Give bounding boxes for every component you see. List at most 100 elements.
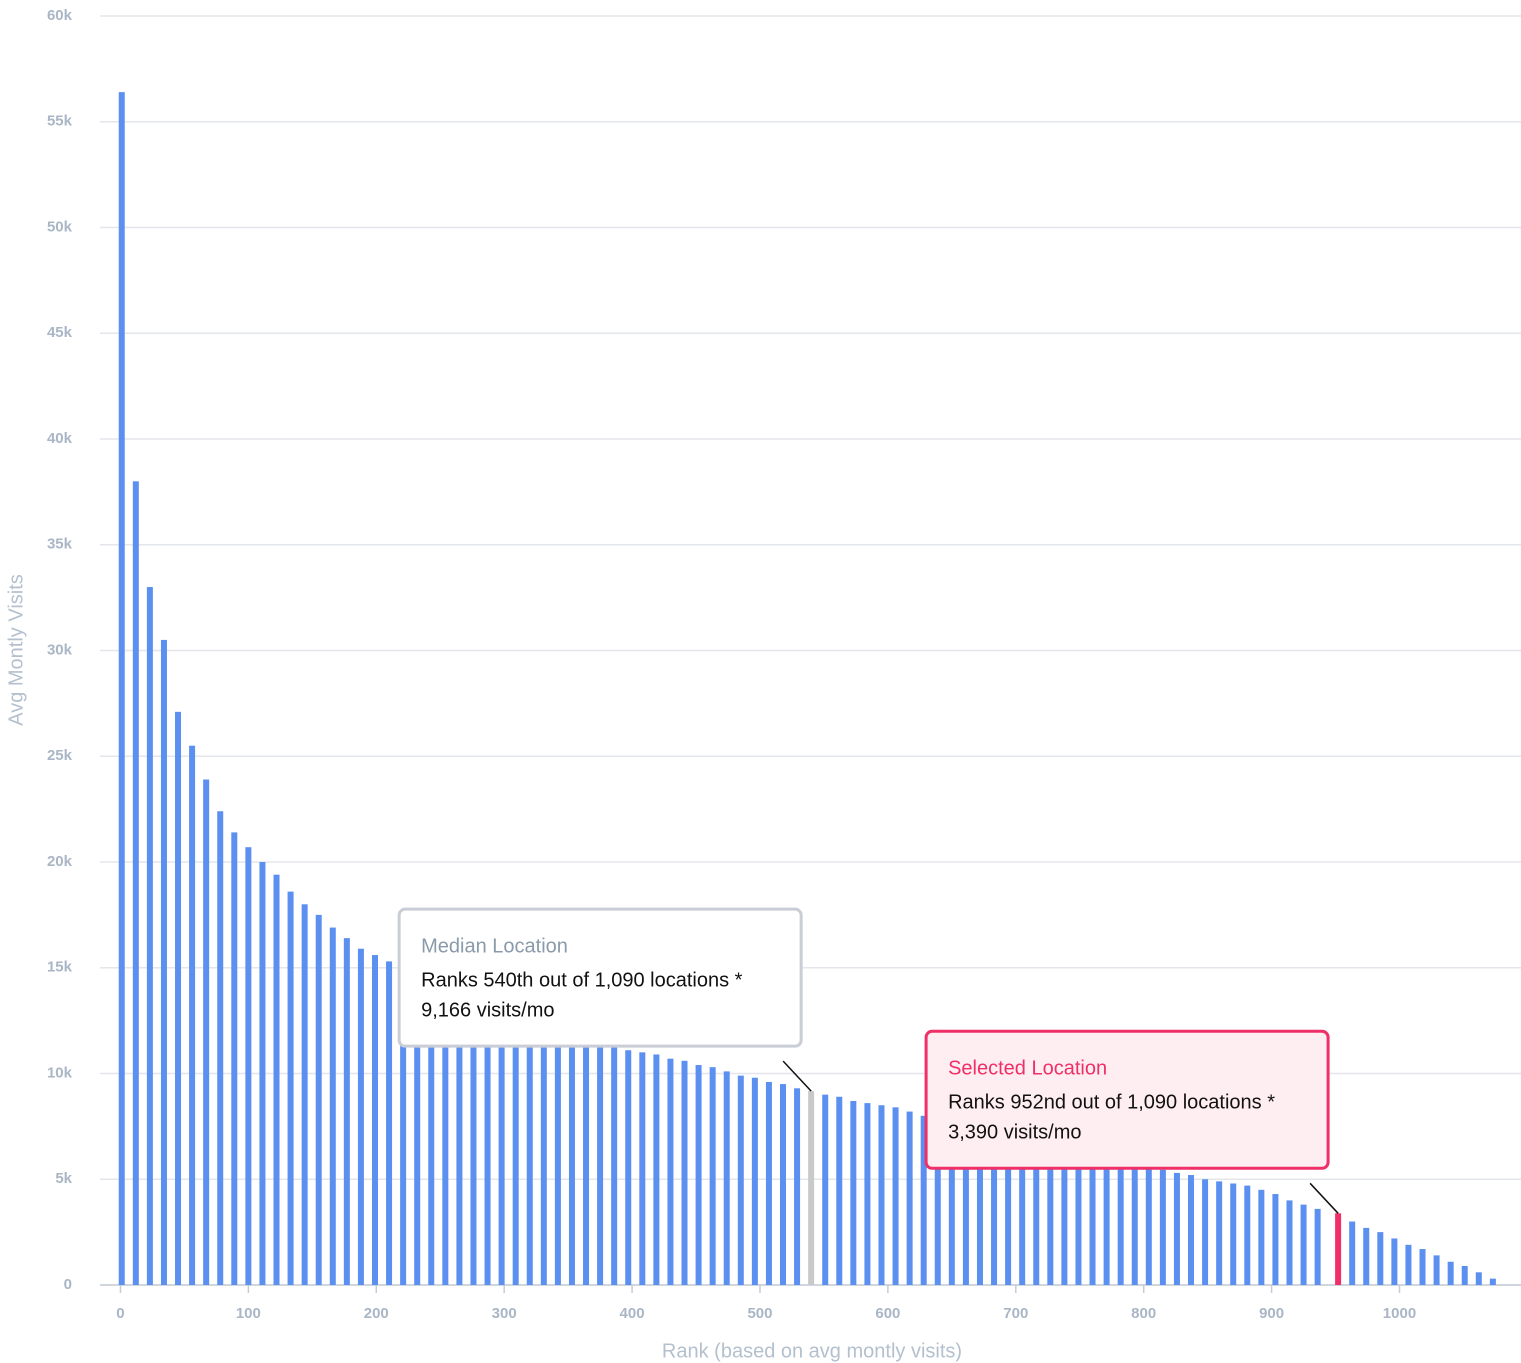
bar bbox=[540, 1018, 547, 1285]
bar bbox=[1131, 1163, 1138, 1285]
bar bbox=[231, 832, 238, 1285]
bar bbox=[1047, 1144, 1054, 1285]
bar bbox=[1173, 1172, 1180, 1285]
annotation: Median Location Ranks 540th out of 1,090 … bbox=[397, 907, 812, 1092]
bar bbox=[695, 1065, 702, 1285]
annotation-line: Ranks 952nd out of 1,090 locations * bbox=[948, 1092, 1275, 1114]
bar bbox=[1433, 1255, 1440, 1285]
bar bbox=[512, 1010, 519, 1285]
bar bbox=[456, 988, 463, 1285]
bar bbox=[189, 745, 196, 1285]
bar bbox=[386, 961, 393, 1285]
bar bbox=[681, 1060, 688, 1285]
bar bbox=[259, 862, 266, 1285]
bar bbox=[751, 1077, 758, 1285]
bar bbox=[667, 1058, 674, 1285]
x-tick-label: 200 bbox=[364, 1305, 389, 1322]
bar bbox=[470, 995, 477, 1285]
annotation-box bbox=[397, 907, 803, 1048]
bar bbox=[1188, 1175, 1195, 1285]
bar bbox=[1230, 1183, 1237, 1285]
y-tick-label: 15k bbox=[47, 959, 73, 976]
bar bbox=[1335, 1213, 1342, 1285]
bar bbox=[1489, 1278, 1496, 1285]
bar bbox=[442, 984, 449, 1285]
bar bbox=[808, 1091, 815, 1285]
bar bbox=[329, 927, 336, 1285]
bar bbox=[737, 1075, 744, 1285]
bar bbox=[1216, 1181, 1223, 1285]
y-tick-label: 0 bbox=[64, 1276, 72, 1293]
bar bbox=[1377, 1232, 1384, 1285]
bar bbox=[611, 1046, 618, 1285]
annotation-title: Median Location bbox=[421, 935, 568, 957]
bar bbox=[1286, 1200, 1293, 1285]
annotation-connector bbox=[1309, 1182, 1339, 1214]
y-tick-label: 5k bbox=[55, 1170, 72, 1187]
bar bbox=[920, 1115, 927, 1285]
x-tick-label: 500 bbox=[747, 1305, 772, 1322]
bar bbox=[1300, 1204, 1307, 1285]
bar bbox=[597, 1039, 604, 1285]
bar bbox=[780, 1084, 787, 1285]
bar bbox=[1272, 1194, 1279, 1285]
bar bbox=[287, 891, 294, 1285]
bar bbox=[878, 1105, 885, 1285]
bar bbox=[1019, 1138, 1026, 1285]
x-tick-label: 300 bbox=[492, 1305, 517, 1322]
bar bbox=[1419, 1249, 1426, 1285]
bar bbox=[625, 1050, 632, 1285]
bar bbox=[1314, 1208, 1321, 1285]
annotation-box bbox=[924, 1029, 1330, 1170]
bar bbox=[273, 874, 280, 1285]
y-tick-label: 55k bbox=[47, 113, 73, 130]
bar bbox=[723, 1071, 730, 1285]
y-tick-label: 20k bbox=[47, 853, 73, 870]
bar bbox=[765, 1081, 772, 1285]
y-tick-label: 25k bbox=[47, 747, 73, 764]
bar bbox=[1033, 1141, 1040, 1285]
bar bbox=[400, 967, 407, 1285]
bar bbox=[639, 1052, 646, 1285]
bar bbox=[203, 779, 210, 1285]
bar bbox=[1349, 1221, 1356, 1285]
bar bbox=[1475, 1272, 1482, 1285]
bar bbox=[906, 1111, 913, 1285]
y-tick-label: 35k bbox=[47, 536, 73, 553]
bar bbox=[850, 1100, 857, 1285]
annotation-title: Selected Location bbox=[948, 1058, 1107, 1080]
bar bbox=[864, 1103, 871, 1285]
bar bbox=[962, 1125, 969, 1285]
bar bbox=[146, 587, 153, 1285]
x-tick-label: 800 bbox=[1131, 1305, 1156, 1322]
bar bbox=[1202, 1179, 1209, 1285]
bar bbox=[160, 639, 167, 1285]
bar bbox=[822, 1094, 829, 1285]
x-tick-label: 400 bbox=[620, 1305, 645, 1322]
annotation-line: Ranks 540th out of 1,090 locations * bbox=[421, 969, 743, 991]
bar bbox=[1405, 1244, 1412, 1285]
bar bbox=[1145, 1166, 1152, 1285]
bar bbox=[1117, 1160, 1124, 1285]
bar bbox=[794, 1088, 801, 1285]
bar bbox=[653, 1054, 660, 1285]
x-tick-label: 900 bbox=[1259, 1305, 1284, 1322]
y-tick-label: 40k bbox=[47, 430, 73, 447]
annotation-line: 3,390 visits/mo bbox=[948, 1122, 1081, 1144]
y-tick-label: 30k bbox=[47, 641, 73, 658]
bar bbox=[245, 847, 252, 1285]
bar bbox=[554, 1022, 561, 1285]
bar bbox=[1075, 1150, 1082, 1285]
bar bbox=[498, 1003, 505, 1285]
x-tick-label: 1000 bbox=[1383, 1305, 1416, 1322]
bar bbox=[315, 914, 322, 1285]
bar bbox=[1447, 1261, 1454, 1285]
bar bbox=[414, 974, 421, 1285]
bar bbox=[836, 1096, 843, 1285]
bar bbox=[1461, 1265, 1468, 1285]
bar bbox=[217, 811, 224, 1285]
x-axis-title: Rank (based on avg montly visits) bbox=[662, 1340, 962, 1362]
bar bbox=[343, 938, 350, 1285]
y-tick-label: 45k bbox=[47, 324, 73, 341]
bar bbox=[357, 948, 364, 1285]
